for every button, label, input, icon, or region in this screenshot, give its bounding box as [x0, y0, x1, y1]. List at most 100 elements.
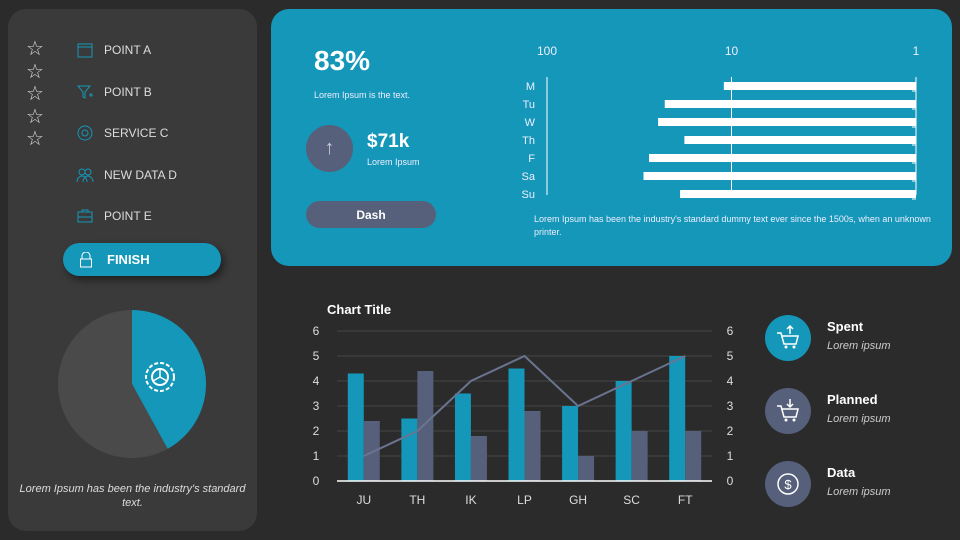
- bar-series-1: [615, 381, 632, 481]
- x-tick-label: 1: [913, 44, 920, 58]
- bar-series-1: [347, 373, 364, 481]
- bar-series-2: [578, 456, 595, 481]
- bar-series-1: [454, 393, 471, 481]
- star-icon[interactable]: ☆: [26, 105, 44, 128]
- star-icon[interactable]: ☆: [26, 60, 44, 83]
- bar-series-1: [669, 356, 686, 481]
- percent-value: 83%: [314, 45, 371, 76]
- log-bar-chart: 100 10 1 M Tu W Th F Sa Su: [522, 44, 920, 201]
- bar-series-1: [562, 406, 579, 481]
- nav-point-b[interactable]: POINT B: [76, 82, 152, 102]
- dollar-icon: $: [765, 461, 811, 507]
- pie-slice: [58, 310, 168, 458]
- x-tick-label: 10: [725, 44, 739, 58]
- y2-tick-label: 0: [727, 474, 734, 488]
- chart-title: Chart Title: [327, 302, 391, 317]
- gear-flower-icon: [77, 125, 93, 141]
- arrow-up-icon: ↑: [306, 125, 353, 172]
- y2-tick-label: 4: [727, 374, 734, 388]
- stat-subtitle: Lorem ipsum: [827, 340, 891, 352]
- stat-subtitle: Lorem ipsum: [827, 413, 891, 425]
- bar: [643, 172, 916, 180]
- x-tick-label: FT: [678, 493, 693, 507]
- y-tick-label: 6: [313, 324, 320, 338]
- category-label: W: [525, 117, 536, 129]
- bar: [684, 136, 916, 144]
- x-tick-label: GH: [569, 493, 587, 507]
- bar-series-2: [470, 436, 487, 481]
- y2-tick-label: 3: [727, 399, 734, 413]
- nav-new-data-d[interactable]: NEW DATA D: [76, 165, 177, 185]
- gear-icon: [145, 362, 175, 392]
- finish-label: FINISH: [107, 252, 150, 267]
- x-tick-label: TH: [409, 493, 425, 507]
- star-icon[interactable]: ☆: [26, 83, 44, 105]
- finish-button[interactable]: FINISH: [63, 243, 221, 276]
- category-label: Su: [522, 189, 535, 201]
- sidebar-panel: ☆ ☆ ☆ ☆ ☆ POINT A POINT B SERVICE C NEW DATA…: [8, 9, 257, 531]
- dash-button[interactable]: Dash: [306, 201, 436, 228]
- y2-tick-label: 1: [727, 449, 734, 463]
- y2-tick-label: 2: [727, 424, 734, 438]
- y-tick-label: 2: [313, 424, 320, 438]
- y-tick-label: 4: [313, 374, 320, 388]
- stat-spent: Spent Lorem ipsum: [765, 315, 891, 361]
- bar-series-2: [417, 371, 434, 481]
- x-tick-label: SC: [623, 493, 640, 507]
- x-tick-label: JU: [356, 493, 371, 507]
- y-tick-label: 5: [313, 349, 320, 363]
- star-icon[interactable]: ☆: [26, 128, 44, 150]
- y-tick-label: 3: [313, 399, 320, 413]
- lock-icon: [80, 251, 92, 267]
- cart-up-icon: [765, 315, 811, 361]
- y-tick-label: 0: [313, 474, 320, 488]
- bar: [648, 154, 916, 162]
- bar-series-2: [685, 431, 702, 481]
- pie-caption: Lorem Ipsum has been the industry's stan…: [19, 483, 246, 509]
- bar: [658, 118, 916, 126]
- stat-planned: Planned Lorem ipsum: [765, 388, 891, 434]
- star-icon[interactable]: ☆: [26, 38, 44, 60]
- nav-label: POINT E: [104, 209, 152, 223]
- category-label: M: [526, 81, 535, 93]
- hero-panel: 83% Lorem Ipsum is the text. ↑ $71k Lore…: [271, 9, 952, 266]
- y2-tick-label: 5: [727, 349, 734, 363]
- category-label: Th: [522, 135, 535, 147]
- category-label: Sa: [522, 171, 536, 183]
- stat-title: Planned: [827, 392, 878, 407]
- x-tick-label: 100: [537, 44, 557, 58]
- pie-slice: [132, 310, 206, 449]
- amount-caption: Lorem Ipsum: [367, 157, 420, 167]
- y2-tick-label: 6: [727, 324, 734, 338]
- stat-data: $ Data Lorem ipsum: [765, 461, 891, 507]
- x-tick-label: IK: [465, 493, 476, 507]
- filter-plus-icon: [76, 85, 93, 99]
- bar-series-2: [631, 431, 648, 481]
- nav-label: POINT A: [104, 43, 152, 57]
- bar-series-1: [508, 368, 525, 481]
- pie-chart: [58, 310, 206, 458]
- y-tick-label: 1: [313, 449, 320, 463]
- nav-label: SERVICE C: [104, 126, 169, 140]
- hero-description: Lorem Ipsum has been the industry's stan…: [534, 214, 931, 237]
- bar: [723, 82, 916, 90]
- nav-point-e[interactable]: POINT E: [76, 206, 152, 226]
- stat-title: Data: [827, 465, 856, 480]
- briefcase-icon: [77, 209, 93, 223]
- nav-service-c[interactable]: SERVICE C: [76, 123, 168, 143]
- users-icon: [76, 168, 94, 183]
- amount-value: $71k: [367, 131, 410, 152]
- bar-series-2: [524, 411, 541, 481]
- category-label: Tu: [523, 99, 535, 111]
- nav-label: NEW DATA D: [104, 168, 177, 182]
- nav-point-a[interactable]: POINT A: [76, 40, 151, 60]
- stat-subtitle: Lorem ipsum: [827, 486, 891, 498]
- bar: [680, 190, 916, 198]
- bar-series-1: [401, 418, 418, 481]
- percent-caption: Lorem Ipsum is the text.: [314, 90, 411, 100]
- combo-chart: Chart Title 0 0 1 1 2 2 3 3 4 4 5 5 6 6 JU TH IK LP GH SC FT: [313, 302, 734, 507]
- calendar-icon: [77, 43, 93, 58]
- bar-series-2: [363, 421, 380, 481]
- category-label: F: [528, 153, 535, 165]
- cart-down-icon: [765, 388, 811, 434]
